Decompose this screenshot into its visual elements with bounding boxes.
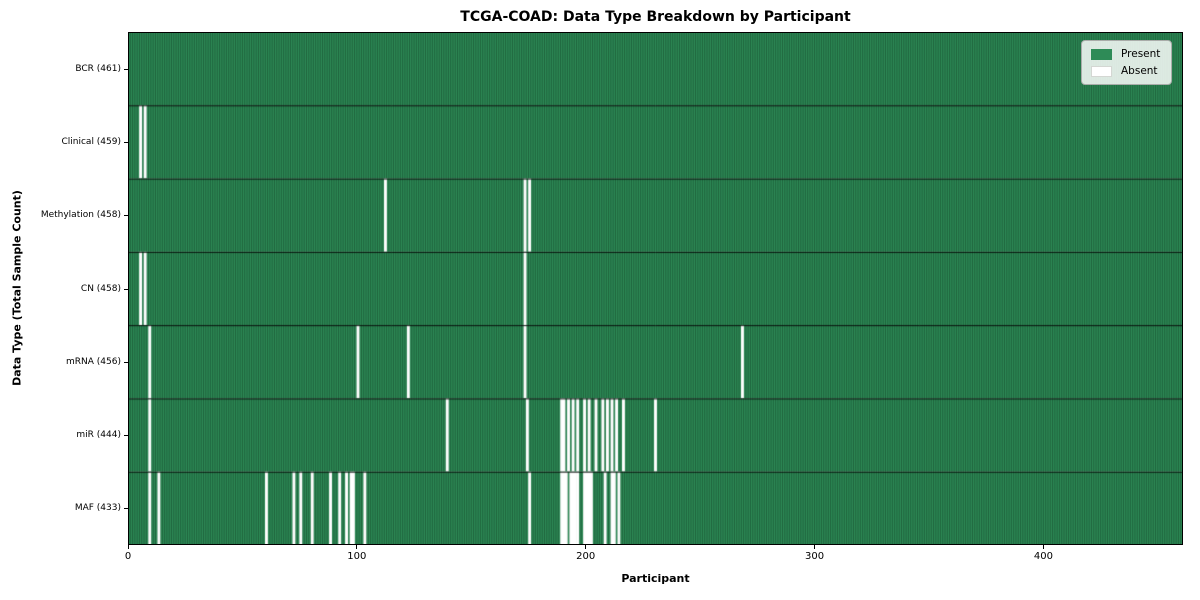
x-tick-mark [585,545,587,549]
y-axis-label: Data Type (Total Sample Count) [10,190,24,386]
x-tick-label-100: 100 [347,551,367,562]
x-tick-mark [1042,545,1044,549]
y-tick-mark [124,215,128,216]
y-tick-mark [124,69,128,70]
x-tick-label-0: 0 [124,551,132,562]
y-tick-mark [124,142,128,143]
x-tick-mark [814,545,816,549]
legend-label-present: Present [1121,48,1161,60]
y-tick-label-mir: miR (444) [76,430,121,441]
legend: Present Absent [1081,40,1173,85]
y-tick-label-clinical: Clinical (459) [61,136,121,147]
y-tick-label-methylation: Methylation (458) [40,210,121,221]
chart-title: TCGA-COAD: Data Type Breakdown by Partic… [460,9,851,25]
legend-entry-present: Present [1091,48,1160,60]
y-tick-mark [124,362,128,363]
x-tick-label-400: 400 [1033,551,1053,562]
x-tick-mark [127,545,129,549]
y-tick-mark [124,289,128,290]
plot-area [128,32,1183,545]
x-tick-mark [356,545,358,549]
legend-entry-absent: Absent [1091,65,1160,77]
present-swatch [1091,48,1112,60]
y-tick-label-maf: MAF (433) [74,503,121,514]
legend-label-absent: Absent [1121,65,1158,77]
x-tick-label-300: 300 [805,551,825,562]
y-tick-label-cn: CN (458) [80,283,121,294]
x-tick-label-200: 200 [576,551,596,562]
y-tick-mark [124,435,128,436]
y-tick-label-mrna: mRNA (456) [66,356,121,367]
y-tick-mark [124,508,128,509]
absent-swatch [1091,65,1112,77]
y-tick-label-bcr: BCR (461) [75,63,121,74]
x-axis-label: Participant [621,572,690,585]
